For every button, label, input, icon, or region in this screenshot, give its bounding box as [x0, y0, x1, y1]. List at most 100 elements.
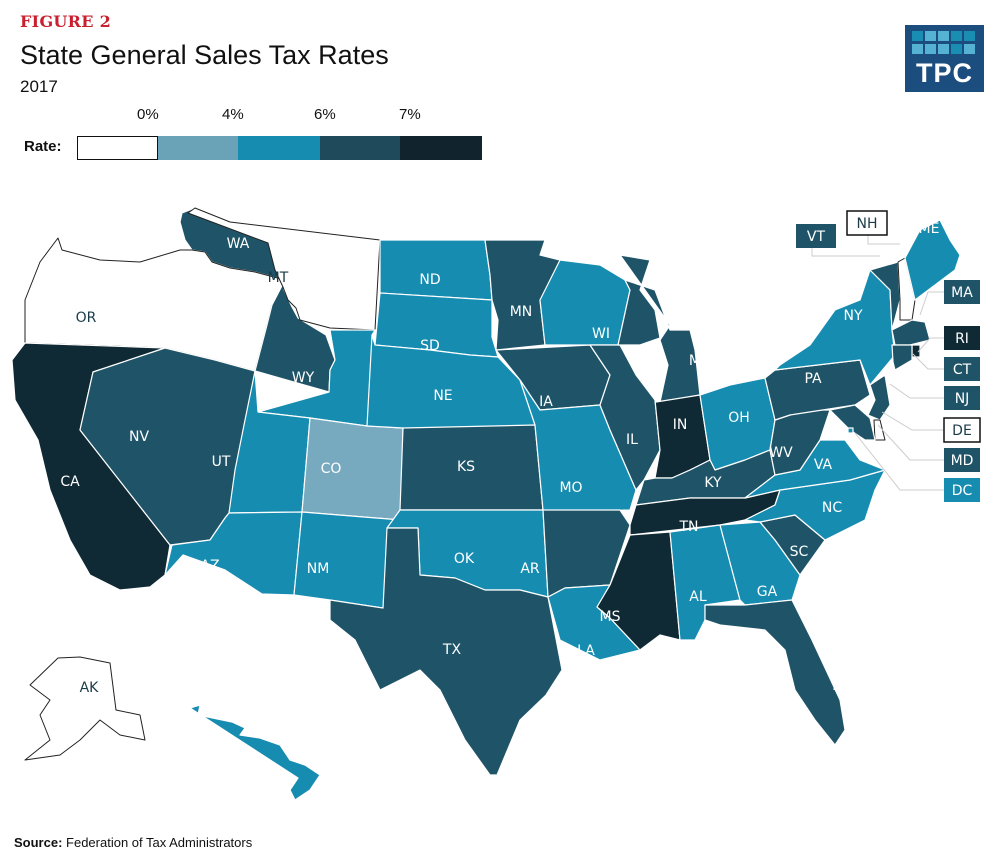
state-label-ms: MS: [600, 609, 621, 625]
callout-label-dc: DC: [952, 483, 973, 499]
state-label-ia: IA: [539, 394, 553, 410]
legend-tick-2: 6%: [314, 106, 336, 123]
callout-box-vt: [796, 224, 836, 248]
state-label-me: ME: [919, 221, 940, 237]
callout-line-ri: [917, 337, 944, 353]
state-me: [904, 219, 961, 301]
callout-box-dc: [944, 478, 980, 502]
state-label-sc: SC: [790, 544, 809, 560]
callout-label-nh: NH: [857, 216, 878, 232]
callout-label-vt: VT: [807, 229, 826, 245]
state-label-tx: TX: [442, 642, 462, 658]
state-label-ga: GA: [757, 584, 778, 600]
state-label-id: ID: [189, 341, 204, 357]
callout-line-de: [881, 411, 944, 431]
source-text: Federation of Tax Administrators: [66, 835, 253, 850]
state-label-wy: WY: [292, 370, 315, 386]
state-label-nm: NM: [307, 561, 330, 577]
legend-swatch-4: [400, 136, 482, 160]
callout-box-de: [943, 417, 981, 443]
callout-label-de: DE: [952, 423, 972, 439]
state-vt: [869, 261, 901, 331]
state-label-ak: AK: [80, 680, 100, 696]
figure-label: FIGURE 2: [20, 12, 112, 31]
callout-line-ma: [919, 291, 944, 316]
state-label-la: LA: [577, 643, 595, 659]
callout-box-ct: [944, 357, 980, 381]
callout-label-ri: RI: [955, 331, 969, 347]
state-label-nc: NC: [822, 500, 842, 516]
source-label: Source:: [14, 835, 63, 850]
state-label-wi: WI: [592, 326, 610, 342]
callout-label-nj: NJ: [955, 391, 970, 407]
state-label-pa: PA: [804, 371, 822, 387]
state-label-mo: MO: [559, 480, 582, 496]
callout-label-ct: CT: [953, 362, 972, 378]
callout-line-nh: [867, 235, 900, 245]
state-hi: [189, 704, 321, 801]
state-label-mn: MN: [510, 304, 533, 320]
state-label-ar: AR: [520, 561, 540, 577]
callout-line-nj: [889, 383, 944, 399]
state-label-nd: ND: [419, 272, 440, 288]
state-label-az: AZ: [200, 558, 219, 574]
legend-swatch-1: [158, 136, 238, 160]
legend-tick-0: 0%: [137, 106, 159, 123]
state-nd: [379, 239, 493, 301]
tpc-logo: TPC: [905, 25, 984, 92]
chart-subtitle: 2017: [20, 77, 58, 96]
state-ct: [891, 344, 913, 371]
state-label-fl: FL: [832, 678, 848, 694]
callout-line-vt: [811, 248, 880, 257]
state-label-nv: NV: [129, 429, 149, 445]
callout-label-md: MD: [951, 453, 974, 469]
state-label-ny: NY: [843, 308, 862, 324]
state-label-ok: OK: [454, 551, 475, 567]
state-label-or: OR: [76, 310, 97, 326]
state-label-sd: SD: [420, 338, 440, 354]
state-label-ks: KS: [457, 459, 475, 475]
source-note: Source: Federation of Tax Administrators: [14, 835, 252, 850]
legend-label: Rate:: [24, 138, 62, 155]
legend-tick-3: 7%: [399, 106, 421, 123]
callout-line-ct: [912, 353, 944, 370]
state-label-al: AL: [689, 589, 707, 605]
state-label-co: CO: [321, 461, 342, 477]
callout-box-nj: [944, 386, 980, 410]
callout-box-md: [944, 448, 980, 472]
state-ms: [596, 531, 681, 651]
state-label-in: IN: [673, 417, 688, 433]
callout-box-nh: [846, 210, 888, 236]
state-label-tn: TN: [678, 519, 698, 535]
state-co: [301, 417, 404, 521]
state-label-oh: OH: [728, 410, 750, 426]
state-tx: [329, 527, 563, 776]
state-label-wv: WV: [769, 445, 793, 461]
callout-box-ri: [944, 326, 980, 350]
legend-tick-1: 4%: [222, 106, 244, 123]
state-label-ky: KY: [704, 475, 722, 491]
legend-swatch-3: [320, 136, 400, 160]
state-label-ut: UT: [212, 454, 231, 470]
state-nc: [744, 469, 886, 541]
state-label-il: IL: [626, 432, 638, 448]
legend-swatch-0: [77, 136, 158, 160]
state-md: [829, 404, 876, 441]
callout-label-ma: MA: [951, 285, 973, 301]
legend-swatch-2: [238, 136, 320, 160]
state-label-wa: WA: [227, 236, 250, 252]
state-wi: [539, 259, 631, 346]
state-label-ne: NE: [433, 388, 452, 404]
logo-text: TPC: [916, 58, 973, 88]
state-label-ca: CA: [60, 474, 80, 490]
callout-line-md: [877, 424, 944, 461]
state-ma: [891, 319, 931, 346]
callout-box-ma: [944, 280, 980, 304]
state-mi: [617, 254, 701, 403]
state-mt: [187, 207, 381, 331]
state-ak: [24, 656, 146, 761]
callout-line-dc: [854, 432, 944, 491]
state-label-va: VA: [814, 457, 833, 473]
state-mo: [519, 379, 637, 513]
